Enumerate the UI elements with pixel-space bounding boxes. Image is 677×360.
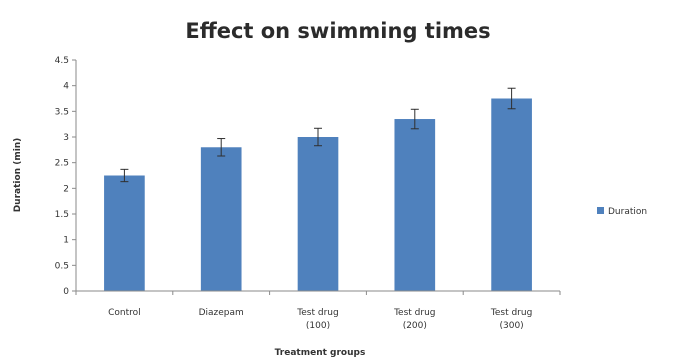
bars-group <box>104 87 532 292</box>
x-tick-label: Test drug <box>296 308 338 318</box>
legend: Duration <box>597 207 647 217</box>
bar <box>491 98 532 291</box>
x-axis-labels: Control Diazepam Test drug (100) Test drug (2… <box>108 308 532 331</box>
legend-label: Duration <box>608 207 647 217</box>
y-tick-label: 0.5 <box>55 261 69 271</box>
y-axis-title: Duration (min) <box>13 138 23 213</box>
chart-title: Effect on swimming times <box>185 19 490 43</box>
y-tick-label: 4 <box>63 82 69 92</box>
y-tick-label: 2.5 <box>55 159 69 169</box>
x-tick-label: Test drug <box>393 308 435 318</box>
x-tick-label: (300) <box>499 321 523 331</box>
y-tick-label: 0 <box>63 287 69 297</box>
x-tick-label: Diazepam <box>199 308 244 318</box>
y-tick-label: 3.5 <box>55 107 69 117</box>
bar <box>200 147 242 291</box>
y-axis-ticks: 0 0.5 1 1.5 2 2.5 3 3.5 4 4.5 <box>55 56 561 297</box>
y-tick-label: 2 <box>63 184 69 194</box>
x-tick-label: Test drug <box>490 308 532 318</box>
x-axis-title: Treatment groups <box>275 348 366 358</box>
bar <box>297 137 339 291</box>
x-tick-label: Control <box>108 308 141 318</box>
bar <box>104 175 145 291</box>
legend-swatch <box>597 207 604 214</box>
bar <box>394 119 436 292</box>
y-tick-label: 1 <box>63 236 69 246</box>
x-tick-label: (200) <box>403 321 427 331</box>
y-tick-label: 1.5 <box>55 210 69 220</box>
y-tick-label: 3 <box>63 133 69 143</box>
y-tick-label: 4.5 <box>55 56 69 66</box>
x-tick-label: (100) <box>306 321 330 331</box>
